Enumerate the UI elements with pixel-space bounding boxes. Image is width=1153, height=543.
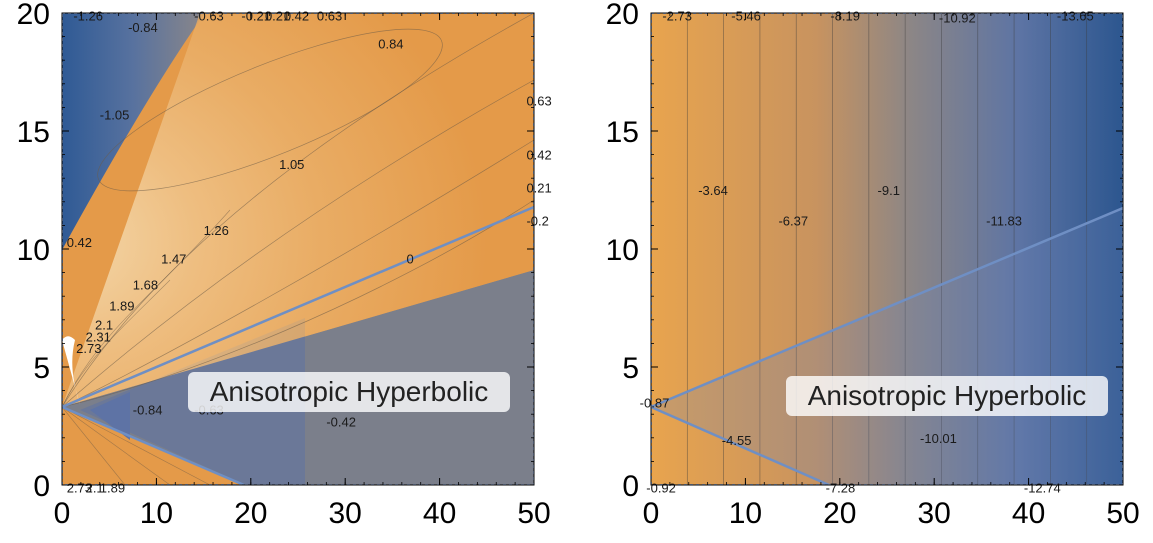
right-wedge-lower-line	[651, 405, 830, 485]
x-tick-label: 30	[329, 497, 362, 530]
contour-label: -3.64	[698, 183, 728, 198]
contour-label: 0.63	[526, 93, 551, 108]
contour-label: -0.21	[241, 8, 271, 23]
x-tick-label: 20	[234, 497, 267, 530]
x-tick-label: 10	[729, 497, 762, 530]
right-panel: -2.73 -5.46 -8.19 -10.92 -13.65 -3.64 -9.1 -6.3…	[606, 0, 1140, 530]
contour-label: -10.92	[939, 11, 976, 26]
left-wedge-lower-line	[62, 405, 245, 485]
contour-label: -11.83	[986, 214, 1022, 229]
y-tick-label: 0	[622, 470, 639, 503]
left-annotation-box: Anisotropic Hyperbolic	[188, 372, 510, 412]
right-annotation-box: Anisotropic Hyperbolic	[786, 376, 1108, 416]
x-tick-label: 10	[140, 497, 173, 530]
left-negative-region	[62, 13, 205, 407]
contour-label: -0.87	[640, 395, 670, 410]
x-tick-label: 40	[1012, 497, 1045, 530]
contour-label: -6.37	[778, 214, 808, 229]
contour-label: 0.21	[526, 181, 551, 196]
right-wedge-upper-line	[651, 206, 1123, 409]
left-axes: 0 10 20 30 40 50 0 5 10 15 20	[17, 0, 551, 530]
contour-label: -0.84	[128, 20, 158, 35]
x-tick-label: 20	[823, 497, 856, 530]
contour-label: -9.1	[878, 183, 900, 198]
x-tick-label: 30	[918, 497, 951, 530]
contour-label: -0.84	[133, 402, 163, 417]
right-axes: 0 10 20 30 40 50 0 5 10 15 20	[606, 0, 1140, 530]
right-contour-labels: -2.73 -5.46 -8.19 -10.92 -13.65 -3.64 -9.1 -6.3…	[640, 8, 1094, 495]
contour-label: 2.31	[86, 329, 111, 344]
left-wedge-upper-line	[62, 205, 534, 409]
contour-label: 0.84	[378, 37, 403, 52]
x-tick-label: 50	[517, 497, 550, 530]
left-core-wedge	[90, 392, 130, 440]
contour-label: 1.05	[279, 157, 304, 172]
contour-label: -13.65	[1057, 8, 1094, 23]
contour-label: -0.42	[326, 414, 356, 429]
y-tick-label: 15	[17, 116, 50, 149]
contour-label: 2.73	[76, 341, 101, 356]
y-tick-label: 5	[622, 352, 639, 385]
contour-label: -1.05	[100, 107, 130, 122]
contour-label: 2.73	[67, 480, 92, 495]
contour-label: 0	[407, 251, 414, 266]
x-tick-label: 40	[423, 497, 456, 530]
x-tick-label: 50	[1106, 497, 1139, 530]
contour-label: 0.42	[284, 8, 309, 23]
contour-label: -4.55	[722, 433, 752, 448]
contour-label: -10.01	[920, 431, 957, 446]
contour-label: 0.42	[67, 235, 92, 250]
left-hot-region	[62, 13, 534, 407]
contour-label: -8.19	[830, 8, 860, 23]
contour-label: -5.46	[731, 8, 761, 23]
contour-label: -0.92	[646, 480, 676, 495]
y-tick-label: 20	[17, 0, 50, 31]
contour-label: -1.26	[73, 8, 103, 23]
y-tick-label: 15	[606, 116, 639, 149]
contour-label: 2.1	[95, 318, 113, 333]
contour-label: 0.42	[526, 148, 551, 163]
left-panel: -1.26-0.84-0.63 -0.210.210.42 0.630.840.63…	[17, 0, 552, 530]
contour-label: -2.73	[662, 8, 692, 23]
contour-label: 2.1	[86, 480, 104, 495]
contour-label: 1.26	[204, 223, 229, 238]
contour-label: 1.89	[100, 480, 125, 495]
contour-label: -0.2	[526, 214, 548, 229]
contour-label: -12.74	[1024, 480, 1061, 495]
y-tick-label: 10	[606, 234, 639, 267]
contour-label: 0.21	[265, 8, 290, 23]
contour-label: -0.63	[194, 8, 224, 23]
contour-label: 1.89	[109, 299, 134, 314]
x-tick-label: 0	[54, 497, 71, 530]
contour-label: 1.47	[161, 251, 186, 266]
y-tick-label: 20	[606, 0, 639, 31]
y-tick-label: 5	[33, 352, 50, 385]
y-tick-label: 10	[17, 234, 50, 267]
x-tick-label: 0	[643, 497, 660, 530]
contour-label: 0.63	[317, 8, 342, 23]
left-annotation-text: Anisotropic Hyperbolic	[210, 376, 489, 407]
right-annotation-text: Anisotropic Hyperbolic	[808, 380, 1087, 411]
contour-label: -7.28	[826, 480, 856, 495]
y-tick-label: 0	[33, 470, 50, 503]
contour-label: 1.68	[133, 277, 158, 292]
